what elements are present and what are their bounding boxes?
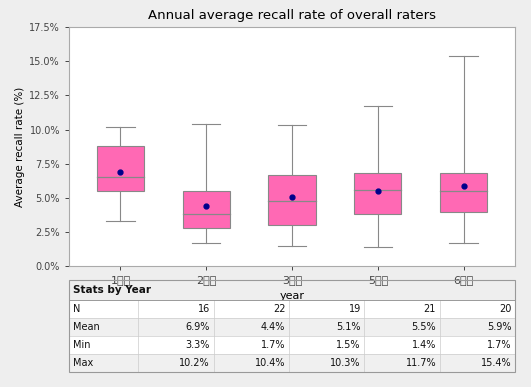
Text: 20: 20: [499, 304, 511, 314]
Y-axis label: Average recall rate (%): Average recall rate (%): [15, 87, 25, 207]
Text: 10.4%: 10.4%: [255, 358, 285, 368]
Bar: [440, 173, 487, 212]
Bar: [69, 318, 515, 336]
Bar: [69, 354, 515, 372]
Text: 1.7%: 1.7%: [261, 340, 285, 349]
Text: 10.3%: 10.3%: [330, 358, 361, 368]
Text: Stats by Year: Stats by Year: [73, 285, 151, 295]
Text: 1.4%: 1.4%: [412, 340, 436, 349]
Bar: [354, 173, 401, 214]
Text: 5.5%: 5.5%: [412, 322, 436, 332]
Text: 1.7%: 1.7%: [487, 340, 511, 349]
Bar: [269, 175, 315, 225]
Bar: [69, 300, 515, 318]
Text: 22: 22: [273, 304, 285, 314]
Text: 15.4%: 15.4%: [481, 358, 511, 368]
Text: 10.2%: 10.2%: [179, 358, 210, 368]
Text: N: N: [73, 304, 80, 314]
Text: 16: 16: [198, 304, 210, 314]
Text: 1.5%: 1.5%: [336, 340, 361, 349]
Bar: [97, 146, 144, 191]
Bar: [69, 336, 515, 354]
Text: 3.3%: 3.3%: [186, 340, 210, 349]
Text: 5.1%: 5.1%: [336, 322, 361, 332]
Text: 5.9%: 5.9%: [487, 322, 511, 332]
Text: 6.9%: 6.9%: [186, 322, 210, 332]
Title: Annual average recall rate of overall raters: Annual average recall rate of overall ra…: [148, 9, 436, 22]
Text: Mean: Mean: [73, 322, 99, 332]
X-axis label: year: year: [279, 291, 305, 301]
Text: Max: Max: [73, 358, 93, 368]
Text: 19: 19: [348, 304, 361, 314]
Text: Min: Min: [73, 340, 90, 349]
Text: 21: 21: [424, 304, 436, 314]
Text: 4.4%: 4.4%: [261, 322, 285, 332]
Text: 11.7%: 11.7%: [406, 358, 436, 368]
Bar: [183, 191, 230, 228]
